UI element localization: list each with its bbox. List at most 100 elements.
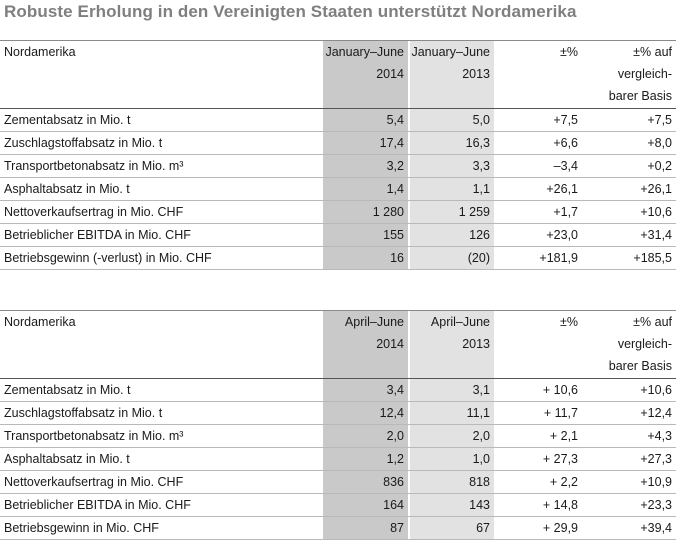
row-label: Zuschlagstoffabsatz in Mio. t <box>4 406 163 420</box>
cell-current: 3,2 <box>323 155 408 177</box>
cell-current: 836 <box>323 471 408 493</box>
cell-change: +181,9 <box>539 251 578 265</box>
table-row: Betrieblicher EBITDA in Mio. CHF 164 143 + … <box>0 494 676 517</box>
cell-change-comparable: +8,0 <box>647 136 672 150</box>
cell-prior: 67 <box>410 517 494 539</box>
table-row: Asphaltabsatz in Mio. t 1,4 1,1 +26,1 +26,1 <box>0 178 676 201</box>
row-label: Betrieblicher EBITDA in Mio. CHF <box>4 228 191 242</box>
header-col-change-comparable: ±% auf vergleich- barer Basis <box>608 45 672 103</box>
cell-prior: 126 <box>410 224 494 246</box>
cell-prior: 1 259 <box>410 201 494 223</box>
row-label: Nettoverkaufsertrag in Mio. CHF <box>4 205 184 219</box>
table-row: Zementabsatz in Mio. t 5,4 5,0 +7,5 +7,5 <box>0 109 676 132</box>
table-header: Nordamerika April–June 2014 April–June 2… <box>0 310 676 379</box>
cell-prior: 16,3 <box>410 132 494 154</box>
cell-change: –3,4 <box>553 159 578 173</box>
row-label: Betriebsgewinn in Mio. CHF <box>4 521 159 535</box>
cell-change: + 11,7 <box>543 406 578 420</box>
cell-change-comparable: +185,5 <box>633 251 672 265</box>
cell-change-comparable: +23,3 <box>640 498 672 512</box>
cell-current: 5,4 <box>323 109 408 131</box>
cell-change: + 2,1 <box>549 429 578 443</box>
row-label: Asphaltabsatz in Mio. t <box>4 182 130 196</box>
cell-change: + 14,8 <box>542 498 578 512</box>
table-row: Nettoverkaufsertrag in Mio. CHF 1 280 1 25… <box>0 201 676 224</box>
cell-change-comparable: +26,1 <box>640 182 672 196</box>
row-label: Betriebsgewinn (-verlust) in Mio. CHF <box>4 251 212 265</box>
cell-change-comparable: +4,3 <box>647 429 672 443</box>
table-row: Nettoverkaufsertrag in Mio. CHF 836 818 + 2… <box>0 471 676 494</box>
table-row: Transportbetonabsatz in Mio. m³ 3,2 3,3 –3,… <box>0 155 676 178</box>
header-col-change: ±% <box>560 315 578 329</box>
cell-current: 17,4 <box>323 132 408 154</box>
cell-change-comparable: +27,3 <box>640 452 672 466</box>
cell-prior: 11,1 <box>410 402 494 424</box>
table-body: Zementabsatz in Mio. t 5,4 5,0 +7,5 +7,5 Zusc… <box>0 109 676 270</box>
cell-prior: 143 <box>410 494 494 516</box>
cell-current: 1,4 <box>323 178 408 200</box>
cell-current: 12,4 <box>323 402 408 424</box>
cell-change: + 2,2 <box>549 475 578 489</box>
table-row: Transportbetonabsatz in Mio. m³ 2,0 2,0 + 2… <box>0 425 676 448</box>
header-col-prior: January–June 2013 <box>410 41 494 108</box>
cell-change-comparable: +10,6 <box>640 205 672 219</box>
cell-prior: 2,0 <box>410 425 494 447</box>
table-h1: Nordamerika January–June 2014 January–Ju… <box>0 40 676 270</box>
cell-current: 87 <box>323 517 408 539</box>
row-label: Transportbetonabsatz in Mio. m³ <box>4 429 184 443</box>
cell-change: + 27,3 <box>542 452 578 466</box>
table-row: Zuschlagstoffabsatz in Mio. t 17,4 16,3 +6,… <box>0 132 676 155</box>
cell-current: 16 <box>323 247 408 269</box>
cell-change-comparable: +10,9 <box>640 475 672 489</box>
cell-prior: 5,0 <box>410 109 494 131</box>
cell-change-comparable: +7,5 <box>647 113 672 127</box>
cell-change: + 29,9 <box>542 521 578 535</box>
cell-current: 2,0 <box>323 425 408 447</box>
table-row: Zementabsatz in Mio. t 3,4 3,1 + 10,6 +10,6 <box>0 379 676 402</box>
cell-prior: 1,0 <box>410 448 494 470</box>
cell-change-comparable: +31,4 <box>640 228 672 242</box>
cell-change: + 10,6 <box>542 383 578 397</box>
table-header: Nordamerika January–June 2014 January–Ju… <box>0 40 676 109</box>
cell-prior: 1,1 <box>410 178 494 200</box>
cell-change-comparable: +0,2 <box>647 159 672 173</box>
row-label: Zementabsatz in Mio. t <box>4 383 131 397</box>
cell-change: +26,1 <box>546 182 578 196</box>
table-row: Zuschlagstoffabsatz in Mio. t 12,4 11,1 + 1… <box>0 402 676 425</box>
header-col-change-comparable: ±% auf vergleich- barer Basis <box>608 315 672 373</box>
table-row: Betrieblicher EBITDA in Mio. CHF 155 126 +2… <box>0 224 676 247</box>
header-col-change: ±% <box>560 45 578 59</box>
table-body: Zementabsatz in Mio. t 3,4 3,1 + 10,6 +10,6 Z… <box>0 379 676 540</box>
row-label: Zuschlagstoffabsatz in Mio. t <box>4 136 163 150</box>
cell-current: 1,2 <box>323 448 408 470</box>
cell-prior: 818 <box>410 471 494 493</box>
cell-change-comparable: +10,6 <box>640 383 672 397</box>
row-label: Asphaltabsatz in Mio. t <box>4 452 130 466</box>
row-label: Zementabsatz in Mio. t <box>4 113 131 127</box>
header-label: Nordamerika <box>4 45 76 59</box>
cell-current: 1 280 <box>323 201 408 223</box>
cell-current: 3,4 <box>323 379 408 401</box>
header-col-current: April–June 2014 <box>323 311 408 378</box>
cell-prior: (20) <box>410 247 494 269</box>
table-row: Betriebsgewinn (-verlust) in Mio. CHF 16(… <box>0 247 676 270</box>
header-col-prior: April–June 2013 <box>410 311 494 378</box>
cell-change: +23,0 <box>546 228 578 242</box>
header-label: Nordamerika <box>4 315 76 329</box>
cell-prior: 3,3 <box>410 155 494 177</box>
row-label: Transportbetonabsatz in Mio. m³ <box>4 159 184 173</box>
cell-change: +1,7 <box>553 205 578 219</box>
cell-change: +7,5 <box>553 113 578 127</box>
cell-current: 164 <box>323 494 408 516</box>
page-title: Robuste Erholung in den Vereinigten Staa… <box>4 2 577 21</box>
row-label: Betrieblicher EBITDA in Mio. CHF <box>4 498 191 512</box>
cell-prior: 3,1 <box>410 379 494 401</box>
cell-change-comparable: +12,4 <box>640 406 672 420</box>
cell-change-comparable: +39,4 <box>640 521 672 535</box>
table-q2: Nordamerika April–June 2014 April–June 2… <box>0 310 676 540</box>
cell-change: +6,6 <box>553 136 578 150</box>
cell-current: 155 <box>323 224 408 246</box>
header-col-current: January–June 2014 <box>323 41 408 108</box>
table-row: Betriebsgewinn in Mio. CHF 87 67 + 29,9 +39,… <box>0 517 676 540</box>
row-label: Nettoverkaufsertrag in Mio. CHF <box>4 475 184 489</box>
